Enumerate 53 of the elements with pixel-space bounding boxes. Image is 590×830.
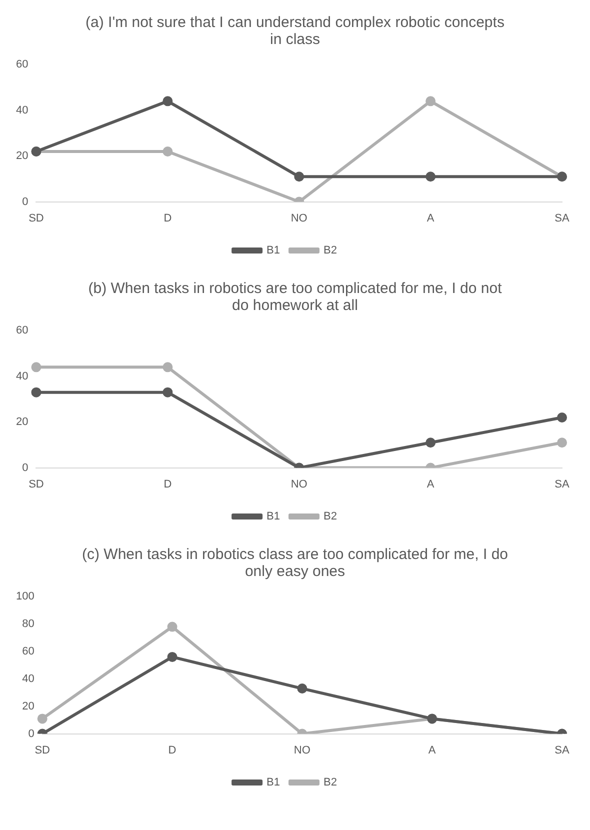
point [557,412,567,422]
point [297,684,308,694]
point [426,96,436,106]
x-tick-label: SD [28,478,44,490]
point [162,387,173,398]
legend-label: B2 [324,510,337,523]
x-tick-label: A [428,744,436,756]
y-tick-label: 60 [16,58,28,71]
y-tick-label: 40 [16,104,28,116]
y-tick-label: 40 [22,672,34,685]
legend-label: B1 [266,776,280,789]
chart-title: (a) I'm not sure that I can understand complex robotic concepts in class [84,13,506,50]
point [162,96,173,106]
y-tick-label: 20 [16,150,28,162]
point [167,652,178,662]
point [31,387,42,398]
x-tick-label: SA [554,744,570,756]
y-tick-label: 20 [22,700,34,712]
y-tick-label: 0 [22,462,28,474]
chart-title: (b) When tasks in robotics are too complicated for me, I do not do homework at all [87,279,503,316]
x-tick-label: D [164,212,172,224]
y-tick-label: 0 [28,728,34,740]
x-tick-label: D [164,478,172,490]
x-tick-label: D [168,744,176,756]
x-tick-label: A [426,212,435,224]
x-tick-label: NO [294,744,311,756]
y-tick-label: 20 [16,416,28,428]
x-tick-label: NO [290,478,308,490]
point [162,146,173,156]
y-tick-label: 60 [16,324,28,337]
y-tick-label: 60 [22,646,34,658]
x-tick-label: SA [554,212,570,224]
y-tick-label: 40 [16,370,28,382]
point [162,362,173,372]
y-tick-label: 100 [16,590,34,603]
point [167,622,178,632]
point [557,438,567,448]
point [31,362,42,372]
legend-label: B2 [324,244,337,257]
point [294,172,304,182]
point [426,172,436,182]
x-tick-label: A [426,478,435,490]
x-tick-label: SD [34,744,50,756]
chart-title: (c) When tasks in robotics class are too complicated for me, I do only easy ones [81,545,509,582]
legend-label: B1 [266,244,280,257]
x-tick-label: SA [554,478,570,490]
legend-label: B2 [324,776,337,789]
y-tick-label: 0 [22,196,28,208]
x-tick-label: SD [28,212,44,224]
legend-label: B1 [266,510,280,523]
x-tick-label: NO [290,212,308,224]
y-tick-label: 80 [22,618,34,630]
point [426,438,436,448]
